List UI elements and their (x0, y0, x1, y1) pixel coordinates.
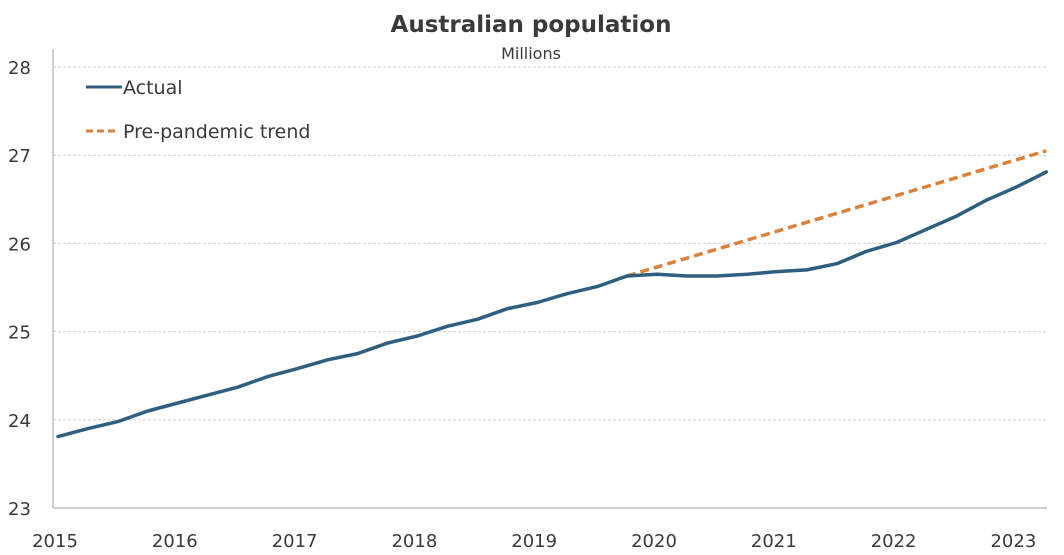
x-tick-label: 2019 (511, 531, 557, 552)
chart-subtitle: Millions (501, 44, 561, 63)
chart-title: Australian population (391, 12, 672, 38)
legend: Actual Pre-pandemic trend (86, 77, 310, 143)
y-axis-ticks: 23 24 25 26 27 28 (8, 58, 31, 520)
y-tick-label: 23 (8, 499, 31, 520)
y-tick-label: 27 (8, 146, 31, 167)
x-tick-label: 2016 (152, 531, 198, 552)
series-layer (56, 149, 1049, 439)
x-tick-label: 2020 (631, 531, 677, 552)
legend-label-actual: Actual (123, 77, 183, 99)
series-line-pre-pandemic-trend (626, 149, 1047, 278)
x-tick-label: 2022 (871, 531, 917, 552)
x-tick-label: 2017 (272, 531, 318, 552)
x-axis-ticks: 2015 2016 2017 2018 2019 2020 2021 2022 2023 (32, 531, 1036, 552)
y-tick-label: 25 (8, 323, 31, 344)
x-tick-label: 2018 (391, 531, 437, 552)
y-tick-label: 26 (8, 234, 31, 255)
legend-label-trend: Pre-pandemic trend (123, 121, 310, 143)
x-tick-label: 2015 (32, 531, 78, 552)
x-tick-label: 2023 (990, 531, 1036, 552)
x-tick-label: 2021 (751, 531, 797, 552)
gridlines (53, 66, 1047, 421)
y-tick-label: 24 (8, 411, 31, 432)
y-tick-label: 28 (8, 58, 31, 79)
series-line-actual (56, 170, 1049, 439)
